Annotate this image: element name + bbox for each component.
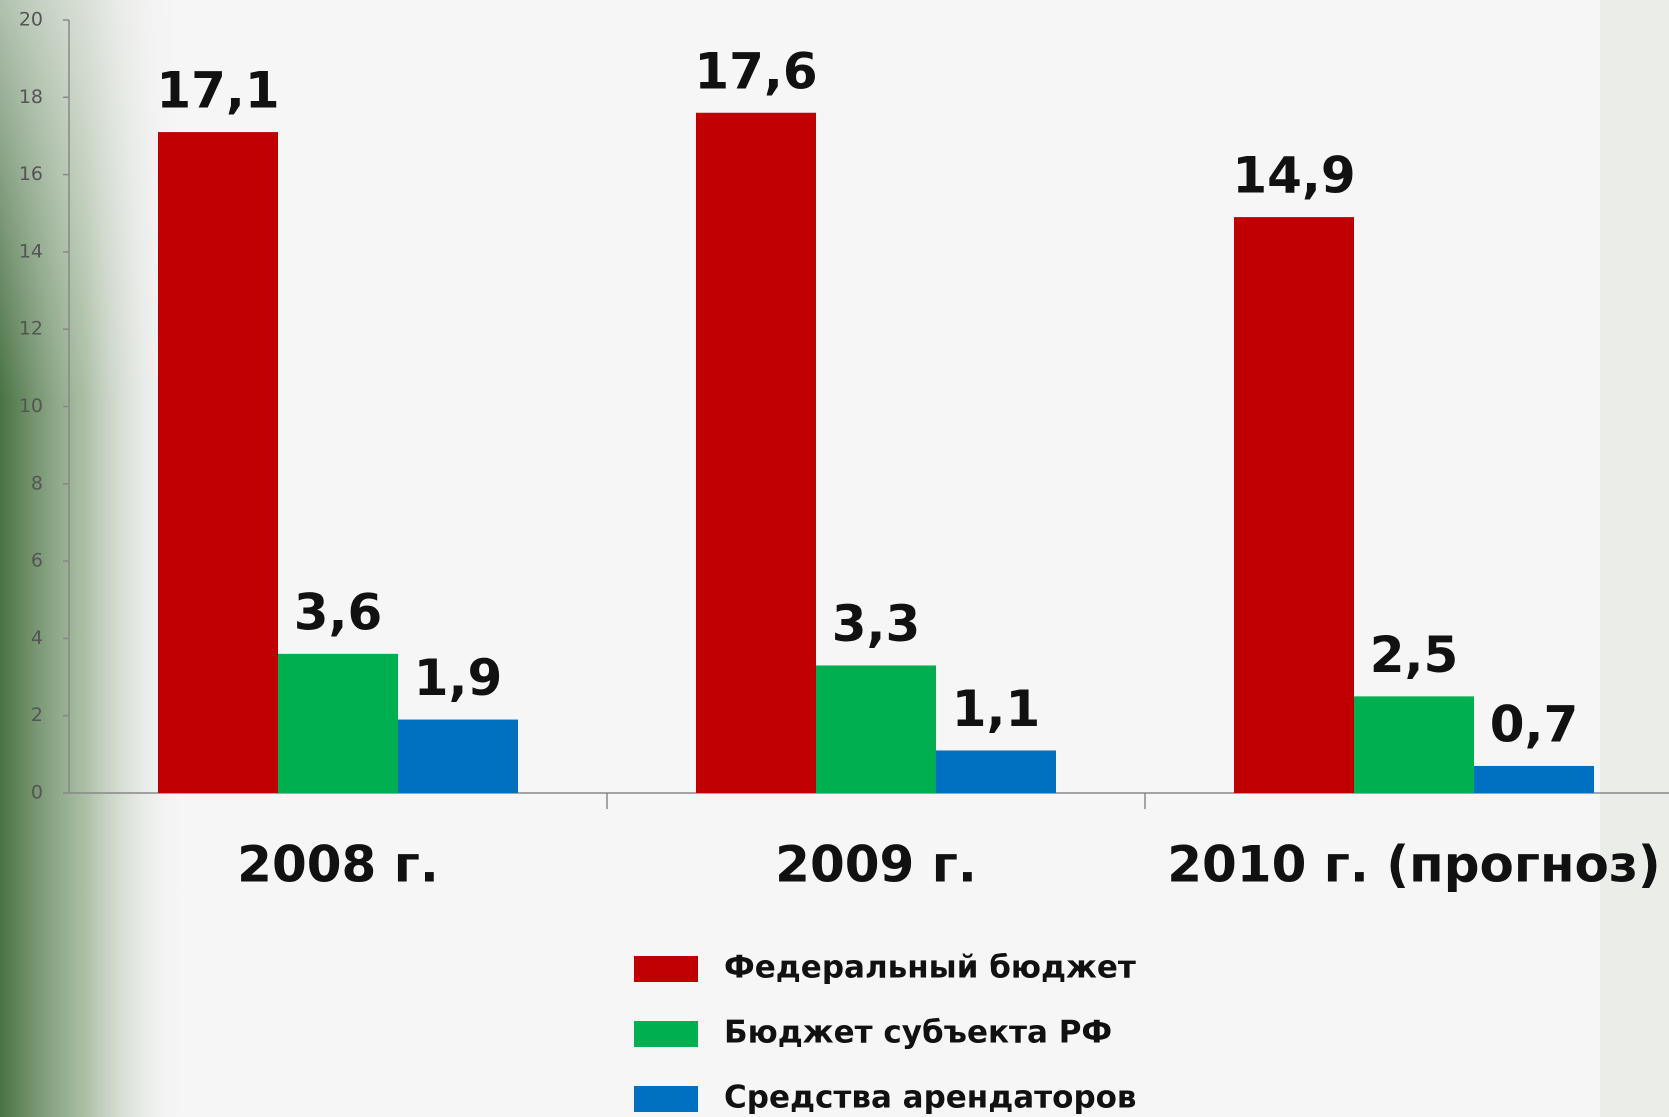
legend-label: Федеральный бюджет bbox=[724, 950, 1136, 986]
value-label: 2,5 bbox=[1370, 626, 1459, 684]
bar bbox=[696, 112, 816, 793]
bar bbox=[278, 653, 398, 793]
bar bbox=[398, 719, 518, 793]
bar bbox=[158, 132, 278, 793]
legend-label: Бюджет субъекта РФ bbox=[724, 1015, 1112, 1051]
x-tick-label: 2010 г. (прогноз) bbox=[1167, 836, 1661, 894]
legend-label: Средства арендаторов bbox=[724, 1080, 1137, 1116]
y-tick-label: 18 bbox=[19, 86, 43, 108]
y-tick-label: 14 bbox=[19, 240, 43, 262]
bar bbox=[936, 750, 1056, 793]
y-tick-label: 6 bbox=[31, 550, 43, 572]
y-tick-label: 10 bbox=[19, 395, 43, 417]
value-label: 3,3 bbox=[832, 595, 921, 653]
legend-swatch bbox=[634, 1021, 698, 1047]
y-tick-label: 8 bbox=[31, 472, 43, 494]
y-tick-label: 20 bbox=[19, 9, 43, 31]
value-label: 17,1 bbox=[156, 62, 279, 120]
bar bbox=[816, 665, 936, 793]
x-tick-label: 2009 г. bbox=[775, 836, 977, 894]
value-label: 17,6 bbox=[694, 42, 817, 100]
value-label: 14,9 bbox=[1232, 147, 1355, 205]
y-tick-label: 2 bbox=[31, 704, 43, 726]
x-tick-label: 2008 г. bbox=[237, 836, 439, 894]
bar bbox=[1234, 217, 1354, 794]
y-tick-label: 4 bbox=[31, 627, 43, 649]
value-label: 0,7 bbox=[1490, 695, 1579, 753]
y-tick-label: 0 bbox=[31, 782, 43, 804]
y-tick-label: 16 bbox=[19, 163, 43, 185]
right-edge-decoration bbox=[1600, 0, 1669, 1117]
legend-swatch bbox=[634, 1086, 698, 1112]
value-label: 1,1 bbox=[952, 680, 1041, 738]
bar bbox=[1354, 696, 1474, 793]
bar bbox=[1474, 765, 1594, 793]
value-label: 3,6 bbox=[294, 583, 383, 641]
legend-swatch bbox=[634, 956, 698, 982]
y-tick-label: 12 bbox=[19, 318, 43, 340]
value-label: 1,9 bbox=[414, 649, 503, 707]
